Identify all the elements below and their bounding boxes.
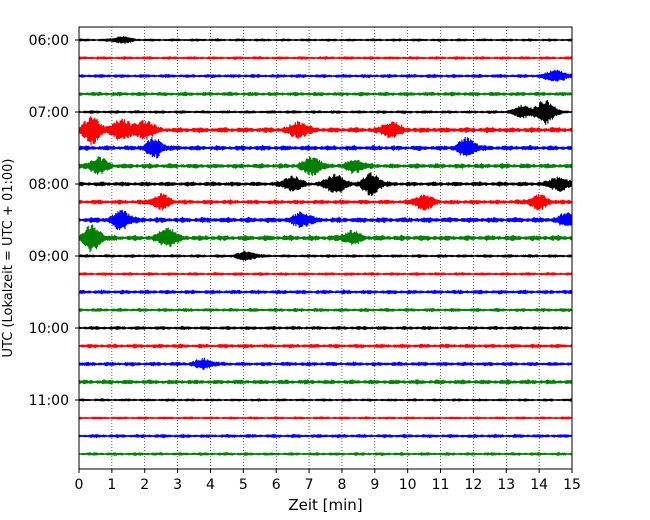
trace-0745 xyxy=(78,156,573,177)
trace-0800 xyxy=(78,172,573,197)
trace-1030 xyxy=(78,357,573,371)
x-tick-label: 7 xyxy=(305,477,314,493)
trace-0815 xyxy=(78,193,573,211)
y-tick-label: 08:00 xyxy=(29,177,69,193)
x-tick-label: 12 xyxy=(464,477,482,493)
trace-0845 xyxy=(78,224,573,253)
trace-0945 xyxy=(78,307,573,313)
trace-0645 xyxy=(78,91,573,97)
x-tick-label: 5 xyxy=(239,477,248,493)
trace-1115 xyxy=(78,416,573,420)
trace-1045 xyxy=(78,379,573,385)
x-tick-label: 11 xyxy=(432,477,450,493)
trace-0915 xyxy=(78,271,573,277)
trace-1000 xyxy=(78,325,573,331)
x-tick-label: 2 xyxy=(140,477,149,493)
trace-0700 xyxy=(78,99,573,125)
y-tick-label: 11:00 xyxy=(29,393,69,409)
x-axis: 0 1 2 3 4 5 6 7 8 9 10 11 12 13 14 15 xyxy=(75,469,581,493)
x-tick-label: 6 xyxy=(272,477,281,493)
y-tick-label: 10:00 xyxy=(29,321,69,337)
y-tick-label: 06:00 xyxy=(29,33,69,49)
trace-0930 xyxy=(78,289,573,295)
y-axis: 06:00 07:00 08:00 09:00 10:00 11:00 xyxy=(29,33,79,409)
y-tick-label: 09:00 xyxy=(29,249,69,265)
x-tick-label: 3 xyxy=(173,477,182,493)
plot-frame xyxy=(78,26,573,470)
trace-1100 xyxy=(78,398,573,402)
y-tick-label: 07:00 xyxy=(29,105,69,121)
trace-0730 xyxy=(78,136,573,159)
trace-0600 xyxy=(78,36,573,45)
x-tick-label: 8 xyxy=(337,477,346,493)
trace-1015 xyxy=(78,343,573,349)
x-tick-label: 0 xyxy=(75,477,84,493)
seismic-traces xyxy=(78,36,573,456)
trace-0630 xyxy=(78,69,573,82)
x-axis-label: Zeit [min] xyxy=(288,496,362,514)
x-tick-label: 10 xyxy=(399,477,417,493)
x-tick-label: 1 xyxy=(107,477,116,493)
trace-0715 xyxy=(78,116,573,146)
x-tick-label: 15 xyxy=(563,477,581,493)
y-axis-label: UTC (Lokalzeit = UTC + 01:00) xyxy=(1,159,16,358)
trace-1130 xyxy=(78,433,573,439)
trace-0830 xyxy=(78,209,573,231)
x-tick-label: 4 xyxy=(206,477,215,493)
x-tick-label: 13 xyxy=(497,477,515,493)
trace-0615 xyxy=(78,56,573,60)
x-tick-label: 9 xyxy=(370,477,379,493)
trace-1145 xyxy=(78,451,573,456)
x-tick-label: 14 xyxy=(530,477,548,493)
trace-0900 xyxy=(78,250,573,262)
